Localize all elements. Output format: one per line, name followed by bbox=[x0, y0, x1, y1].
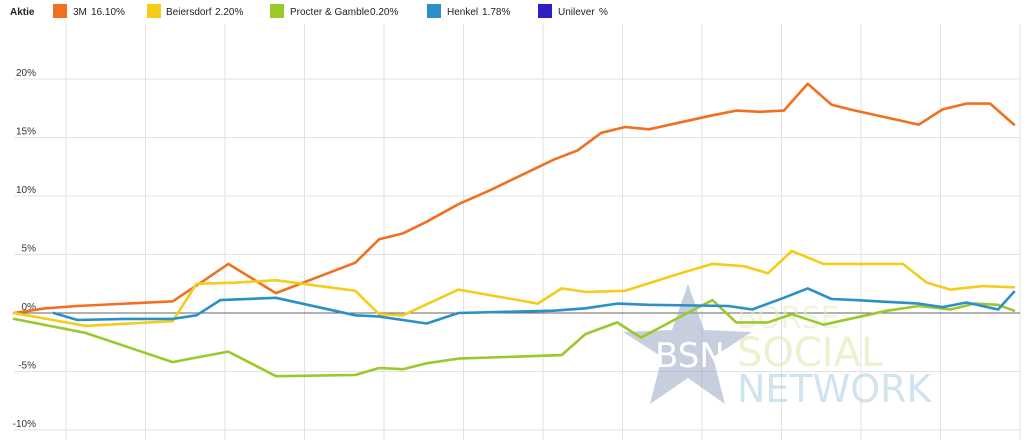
y-tick-label: 10% bbox=[16, 185, 36, 196]
gridlines bbox=[14, 24, 1021, 440]
watermark-star-icon bbox=[623, 284, 752, 404]
legend-value-beiersdorf: 2.20% bbox=[215, 7, 243, 18]
y-tick-label: -10% bbox=[13, 419, 36, 430]
series-lines bbox=[12, 82, 1016, 378]
legend-value-3m: 16.10% bbox=[91, 7, 125, 18]
legend-swatch-henkel bbox=[427, 4, 441, 18]
legend-item-unilever[interactable]: Unilever % bbox=[538, 4, 608, 18]
watermark-line2: SOCIAL bbox=[737, 330, 884, 376]
series-line-henkel[interactable] bbox=[52, 287, 1016, 325]
watermark-star-text: BSN bbox=[655, 336, 725, 376]
legend-item-henkel[interactable]: Henkel 1.78% bbox=[427, 4, 510, 18]
legend-label-3m: 3M bbox=[73, 7, 87, 18]
y-tick-label: 15% bbox=[16, 127, 36, 138]
y-tick-label: -5% bbox=[18, 361, 36, 372]
watermark-line3: NETWORK bbox=[737, 367, 933, 411]
y-tick-label: 0% bbox=[22, 302, 37, 313]
legend-label-henkel: Henkel bbox=[447, 7, 478, 18]
legend: Aktie 3M 16.10% Beiersdorf 2.20% Procter… bbox=[10, 4, 608, 18]
legend-swatch-unilever bbox=[538, 4, 552, 18]
legend-swatch-procter-gamble bbox=[270, 4, 284, 18]
legend-label-procter-gamble: Procter & Gamble bbox=[290, 7, 370, 18]
legend-value-procter-gamble: 0.20% bbox=[370, 7, 398, 18]
legend-label-beiersdorf: Beiersdorf bbox=[166, 7, 212, 18]
bsn-watermark: BSN BÖRSE SOCIAL NETWORK bbox=[623, 284, 933, 411]
y-tick-label: 5% bbox=[22, 244, 37, 255]
legend-item-beiersdorf[interactable]: Beiersdorf 2.20% bbox=[147, 4, 243, 18]
legend-title: Aktie bbox=[10, 7, 35, 18]
legend-label-unilever: Unilever bbox=[558, 7, 595, 18]
legend-value-unilever: % bbox=[599, 7, 608, 18]
series-line-3m[interactable] bbox=[12, 82, 1016, 315]
series-line-procter-gamble[interactable] bbox=[12, 298, 1016, 378]
legend-swatch-3m bbox=[53, 4, 67, 18]
legend-value-henkel: 1.78% bbox=[482, 7, 510, 18]
legend-item-3m[interactable]: 3M 16.10% bbox=[53, 4, 125, 18]
legend-swatch-beiersdorf bbox=[147, 4, 161, 18]
y-tick-label: 20% bbox=[16, 68, 36, 79]
series-line-beiersdorf[interactable] bbox=[12, 249, 1016, 328]
watermark-line1: BÖRSE bbox=[737, 300, 840, 336]
y-axis: 20% 15% 10% 5% 0% -5% -10% bbox=[13, 68, 36, 430]
plot-area bbox=[14, 24, 1020, 440]
legend-item-procter-gamble[interactable]: Procter & Gamble 0.20% bbox=[270, 4, 398, 18]
